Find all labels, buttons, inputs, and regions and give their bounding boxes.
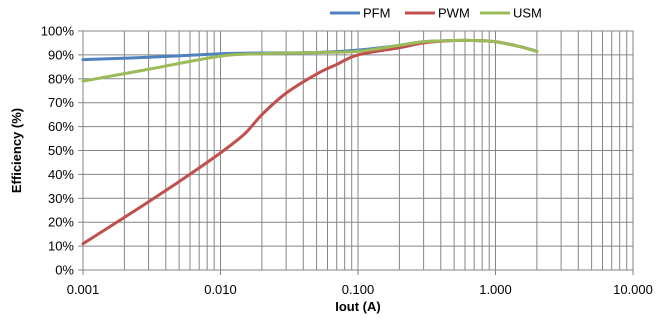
series-line-pwm bbox=[81, 38, 539, 246]
x-axis-title: Iout (A) bbox=[335, 299, 380, 314]
legend-label-pwm: PWM bbox=[438, 6, 470, 21]
legend-label-usm: USM bbox=[513, 6, 542, 21]
legend-label-pfm: PFM bbox=[363, 6, 390, 21]
y-axis-ticks: 0% 10% 20% 30% 40% 50% 60% 70% 80% 90% 100% bbox=[41, 24, 83, 278]
x-tick-label: 1.000 bbox=[479, 282, 512, 297]
series-line-pfm bbox=[81, 38, 539, 62]
series-line-usm bbox=[81, 38, 539, 83]
y-tick-label: 0% bbox=[55, 263, 74, 278]
x-tick-label: 10.000 bbox=[613, 282, 653, 297]
x-tick-label: 0.010 bbox=[204, 282, 237, 297]
y-tick-label: 70% bbox=[48, 95, 74, 110]
grid bbox=[83, 31, 633, 270]
y-tick-label: 20% bbox=[48, 215, 74, 230]
x-tick-label: 0.100 bbox=[342, 282, 375, 297]
y-tick-label: 40% bbox=[48, 167, 74, 182]
y-tick-label: 50% bbox=[48, 143, 74, 158]
x-axis-ticks: 0.001 0.010 0.100 1.000 10.000 bbox=[67, 270, 653, 297]
y-tick-label: 10% bbox=[48, 239, 74, 254]
y-tick-label: 90% bbox=[48, 47, 74, 62]
x-tick-label: 0.001 bbox=[67, 282, 100, 297]
y-tick-label: 60% bbox=[48, 119, 74, 134]
y-tick-label: 80% bbox=[48, 71, 74, 86]
legend: PFM PWM USM bbox=[330, 6, 542, 21]
y-tick-label: 100% bbox=[41, 24, 75, 39]
series-lines bbox=[81, 38, 539, 246]
y-tick-label: 30% bbox=[48, 191, 74, 206]
y-axis-title: Efficiency (%) bbox=[9, 108, 24, 193]
